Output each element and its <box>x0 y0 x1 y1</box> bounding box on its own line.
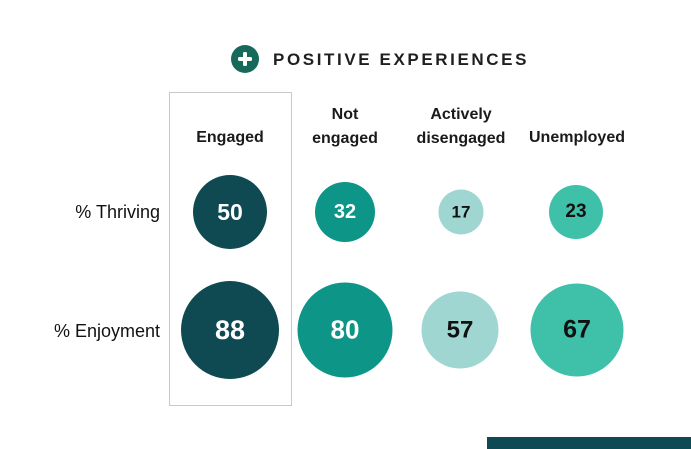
row-label-enjoyment: % Enjoyment <box>53 321 160 341</box>
bottom-banner-strip <box>487 437 691 449</box>
bubble-thriving-not-engaged: 32 <box>315 182 375 242</box>
bubble-enjoyment-not-engaged: 80 <box>297 282 393 378</box>
bubble-enjoyment-engaged: 88 <box>181 281 279 379</box>
bubble-thriving-unemployed: 23 <box>549 185 603 239</box>
column-header-unemployed: Unemployed <box>528 129 625 146</box>
engaged-highlight-box <box>169 92 292 406</box>
column-header-engaged: Engaged <box>196 129 264 146</box>
bubble-enjoyment-unemployed: 67 <box>530 283 624 377</box>
bubble-thriving-engaged: 50 <box>193 175 267 249</box>
row-label-thriving: % Thriving <box>75 202 160 222</box>
bubble-thriving-actively-disengaged: 17 <box>438 189 484 235</box>
plus-icon <box>231 45 259 73</box>
column-header-not-engaged: Not engaged <box>312 106 378 147</box>
bubble-enjoyment-actively-disengaged: 57 <box>421 291 499 369</box>
column-header-actively-disengaged: Actively disengaged <box>416 106 506 147</box>
chart-title: POSITIVE EXPERIENCES <box>273 50 530 69</box>
